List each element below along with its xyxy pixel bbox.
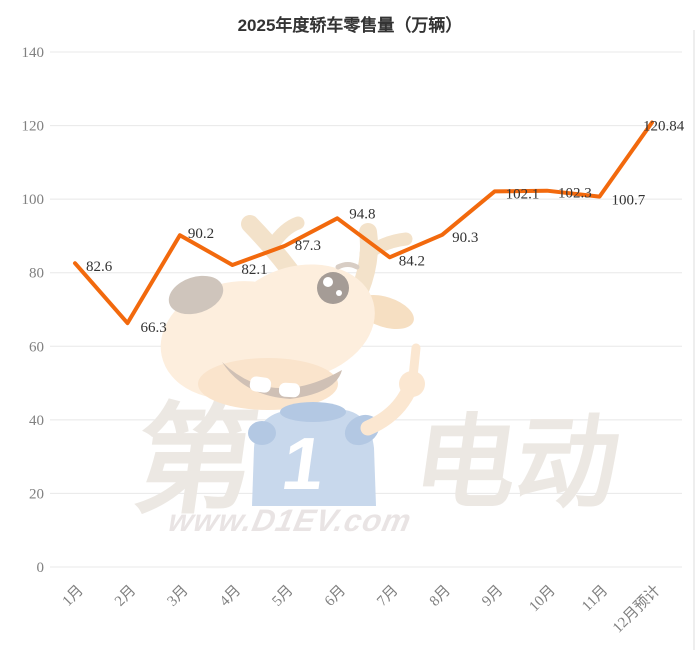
- x-axis-tick-label: 11月: [579, 583, 611, 615]
- x-axis-tick-label: 1月: [60, 583, 87, 610]
- data-point-label: 120.84: [643, 118, 685, 134]
- y-axis-tick-label: 0: [37, 560, 45, 576]
- x-axis-tick-label: 6月: [322, 583, 349, 610]
- y-axis-tick-label: 140: [22, 45, 45, 61]
- x-axis-tick-label: 3月: [164, 583, 191, 610]
- deer-mouth-icon: [222, 362, 342, 399]
- data-point-label: 94.8: [349, 206, 375, 222]
- watermark-chars-rest: 电动: [407, 405, 627, 519]
- x-axis-tick-label: 10月: [526, 583, 559, 616]
- x-axis-tick-label: 12月预计: [609, 582, 663, 636]
- watermark: 第 电动 www.D1EV.com: [126, 215, 627, 538]
- x-axis-tick-label: 2月: [112, 583, 139, 610]
- data-point-label: 66.3: [140, 320, 166, 336]
- data-point-label: 100.7: [612, 193, 646, 209]
- data-point-label: 87.3: [295, 238, 321, 254]
- data-point-label: 90.2: [188, 226, 214, 242]
- y-axis-tick-label: 80: [29, 266, 44, 282]
- y-axis-tick-label: 60: [29, 339, 44, 355]
- y-axis-tick-label: 40: [29, 413, 44, 429]
- data-point-label: 82.1: [241, 262, 267, 278]
- data-point-label: 102.1: [506, 186, 540, 202]
- x-axis-tick-label: 4月: [217, 583, 244, 610]
- y-axis-tick-label: 100: [22, 192, 45, 208]
- deer-eye-icon: [317, 262, 360, 304]
- x-axis-tick-label: 9月: [479, 583, 506, 610]
- series-line: [73, 120, 654, 326]
- x-axis-tick-label: 5月: [269, 583, 296, 610]
- chart-title: 2025年度轿车零售量（万辆）: [238, 15, 463, 35]
- y-axis-tick-label: 20: [29, 486, 44, 502]
- data-point-label: 82.6: [86, 259, 113, 275]
- watermark-url: www.D1EV.com: [165, 503, 415, 538]
- deer-body: [248, 402, 380, 506]
- y-axis-tick-label: 120: [22, 119, 45, 135]
- data-point-label: 90.3: [452, 230, 478, 246]
- y-axis-labels: 0 20 40 60 80 100 120 140: [22, 45, 45, 576]
- deer-arm-icon: [360, 343, 425, 436]
- deer-mascot: 1: [160, 215, 425, 506]
- data-labels: 82.6 66.3 90.2 82.1 87.3 94.8 84.2 90.3 102.1 102…: [86, 118, 685, 336]
- data-point-label: 84.2: [399, 253, 425, 269]
- watermark-char-first: 第: [126, 394, 265, 528]
- x-axis-tick-label: 7月: [374, 583, 401, 610]
- data-point-label: 102.3: [558, 186, 592, 202]
- deer-nose-icon: [168, 275, 224, 315]
- x-axis-tick-label: 8月: [427, 583, 454, 610]
- series-layer: [73, 120, 654, 326]
